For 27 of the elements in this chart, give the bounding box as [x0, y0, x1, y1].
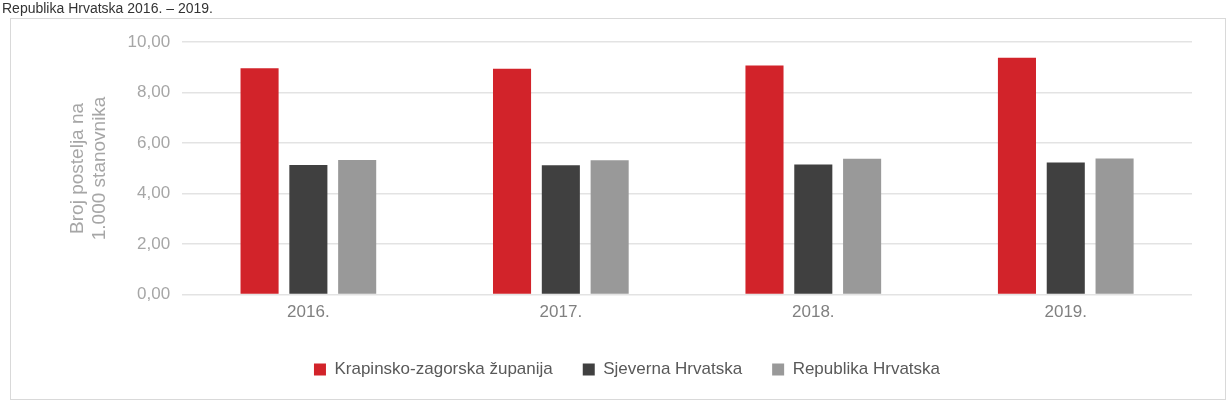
bar — [541, 165, 580, 294]
legend-label: Sjeverna Hrvatska — [603, 359, 743, 379]
x-tick-label: 2016. — [287, 302, 330, 322]
y-tick-label: 8,00 — [137, 82, 171, 102]
bar — [997, 57, 1036, 294]
bar — [1095, 158, 1134, 294]
bar — [492, 68, 532, 294]
bar — [1046, 162, 1085, 294]
x-tick-label: 2018. — [792, 302, 835, 322]
bar — [338, 160, 377, 294]
bar — [745, 65, 784, 294]
y-tick-label: 4,00 — [137, 183, 171, 203]
x-tick-label: 2017. — [539, 302, 583, 322]
legend-label: Republika Hrvatska — [792, 359, 941, 379]
y-tick-label: 10,00 — [127, 31, 171, 51]
chart-title: Republika Hrvatska 2016. – 2019. — [2, 0, 213, 16]
legend-label: Krapinsko-zagorska županija — [334, 359, 554, 379]
y-tick-label: 2,00 — [137, 233, 171, 253]
bar — [590, 160, 629, 294]
bar — [843, 158, 882, 294]
y-tick-label: 0,00 — [137, 284, 171, 304]
y-tick-label: 6,00 — [137, 132, 171, 152]
bar — [289, 165, 328, 294]
bar — [794, 164, 833, 294]
y-axis-title: Broj postelja na 1.000 stanovnika — [65, 96, 110, 241]
bar — [240, 68, 279, 294]
x-tick-label: 2019. — [1044, 302, 1088, 322]
